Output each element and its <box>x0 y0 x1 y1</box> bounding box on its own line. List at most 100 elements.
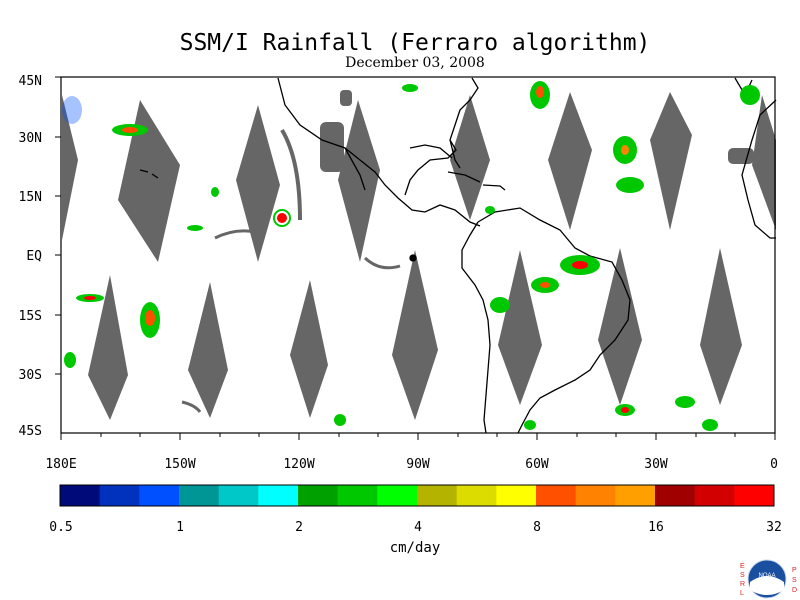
rain-patch <box>273 209 291 227</box>
colorbar-segment <box>456 485 497 506</box>
rain-patch <box>490 297 510 313</box>
coastline-africa-west <box>741 99 777 239</box>
colorbar-segment <box>655 485 696 506</box>
swath-gap <box>236 105 280 262</box>
swath-gap <box>450 95 490 220</box>
swath-gap-blob <box>320 122 344 172</box>
colorbar-segment <box>258 485 299 506</box>
rain-patch <box>334 414 346 426</box>
lon-label-90w: 90W <box>406 457 430 472</box>
swath-gap <box>752 95 776 230</box>
lat-label-45s: 45S <box>18 424 42 439</box>
colorbar <box>60 485 775 506</box>
rain-patch <box>675 396 695 408</box>
colorbar-segment <box>298 485 339 506</box>
swath-gap-blob <box>728 148 754 164</box>
colorbar-segment <box>496 485 537 506</box>
lon-label-60w: 60W <box>525 457 549 472</box>
rain-patch <box>572 261 588 269</box>
colorbar-frame <box>59 484 775 507</box>
lon-label-180e: 180E <box>45 457 77 472</box>
swath-gap <box>650 92 692 230</box>
rain-patch <box>64 352 76 368</box>
logo-letter-l: L <box>740 590 744 597</box>
rain-patch <box>621 145 629 155</box>
rain-patch <box>740 85 760 105</box>
coastline-florida <box>449 139 461 169</box>
logo-letter-s2: S <box>792 577 797 584</box>
swath-gap <box>392 250 438 420</box>
swath-gap-arc <box>181 400 202 413</box>
rain-patch <box>84 296 96 300</box>
galapagos-marker <box>409 254 417 262</box>
swath-gap <box>548 92 592 230</box>
coastline-hispaniola <box>482 184 506 191</box>
rainfall-patches <box>62 81 760 431</box>
colorbar-segment <box>179 485 220 506</box>
logo-letter-e: E <box>740 563 745 570</box>
lat-label-30s: 30S <box>18 368 42 383</box>
rain-patch <box>211 187 219 197</box>
swath-gap <box>498 250 542 405</box>
coastline-cuba <box>447 171 481 183</box>
swath-gap <box>290 280 328 418</box>
lon-label-0: 0 <box>770 457 778 472</box>
lat-label-eq: EQ <box>26 249 42 264</box>
lat-label-15s: 15S <box>18 309 42 324</box>
swath-gap <box>88 275 128 420</box>
coastline-north-america <box>277 77 481 227</box>
rain-patch <box>145 310 155 326</box>
swath-gap <box>62 95 78 240</box>
lat-label-15n: 15N <box>18 190 42 205</box>
rain-patch <box>536 86 544 98</box>
colorbar-tick-label: 16 <box>648 520 664 535</box>
coastline-gulf <box>409 144 453 159</box>
hawaii-islands <box>139 169 159 179</box>
rain-patch <box>277 213 287 223</box>
colorbar-tick-label: 4 <box>414 520 422 535</box>
swath-gap <box>118 100 180 262</box>
swath-gap <box>338 100 380 262</box>
rain-patch <box>122 127 138 133</box>
map-title: SSM/I Rainfall (Ferraro algorithm) <box>179 30 651 56</box>
rain-patch <box>524 420 536 430</box>
rain-patch <box>621 407 629 413</box>
rain-patch <box>485 206 495 214</box>
colorbar-segment <box>734 485 775 506</box>
rain-patch <box>540 282 550 288</box>
swath-gaps <box>62 90 776 420</box>
coastline-us-east <box>404 77 479 196</box>
colorbar-segment <box>218 485 259 506</box>
noaa-esrl-logo: NOAA E S R L P S D <box>740 559 797 599</box>
map-date: December 03, 2008 <box>345 55 485 71</box>
lat-label-45n: 45N <box>18 74 42 89</box>
rain-patch <box>616 177 644 193</box>
rain-patch <box>62 96 82 124</box>
lon-label-120w: 120W <box>283 457 315 472</box>
lat-label-30n: 30N <box>18 131 42 146</box>
lon-label-150w: 150W <box>164 457 196 472</box>
rain-patch <box>402 84 418 92</box>
colorbar-segment <box>139 485 180 506</box>
logo-letter-p: P <box>792 567 797 574</box>
swath-gap-arc <box>214 229 256 240</box>
coastline-baja <box>344 147 366 191</box>
colorbar-segment <box>694 485 735 506</box>
logo-letter-d: D <box>792 587 797 594</box>
rain-patch <box>187 225 203 231</box>
colorbar-segment <box>60 485 101 506</box>
map-ticks <box>55 76 776 440</box>
swath-gap <box>700 248 742 405</box>
coastline-south-america-west <box>461 221 491 434</box>
colorbar-tick-label: 0.5 <box>49 520 73 535</box>
swath-gap <box>188 282 228 418</box>
swath-gap-arc <box>280 128 302 221</box>
colorbar-unit: cm/day <box>389 540 441 556</box>
colorbar-tick-label: 2 <box>295 520 303 535</box>
swath-gap <box>598 248 642 405</box>
colorbar-tick-label: 32 <box>766 520 782 535</box>
coastlines <box>139 77 777 434</box>
colorbar-tick-label: 8 <box>533 520 541 535</box>
swath-gap-blob <box>340 90 352 106</box>
